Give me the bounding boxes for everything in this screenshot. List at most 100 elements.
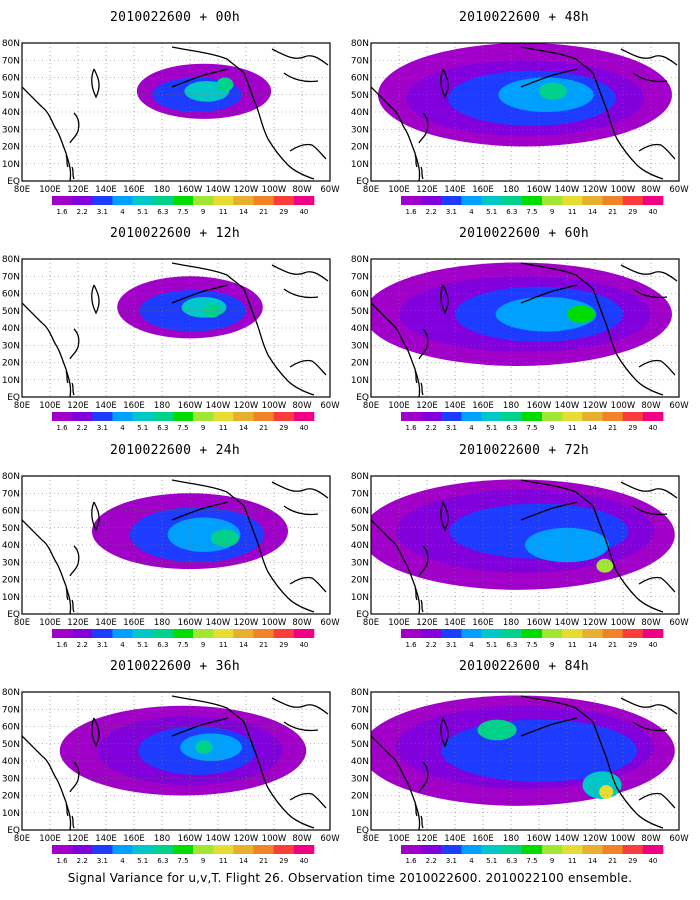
map-panel: EQ 10N 20N 30N 40N 50N 60N 70N 80N 80E 100E 120E 140… xyxy=(351,255,689,411)
lon-tick-label: 120W xyxy=(234,401,259,411)
lat-tick-label: 60N xyxy=(2,290,20,300)
coastline xyxy=(22,735,72,830)
colorbar-swatch xyxy=(72,629,93,638)
colorbar-swatch xyxy=(602,845,623,854)
colorbar: 1.6 2.2 3.1 4 5.1 6.3 7.5 9 11 14 21 29 40 xyxy=(401,412,664,432)
colorbar-swatch xyxy=(132,196,154,205)
lon-tick-label: 140W xyxy=(555,185,580,195)
lat-tick-label: 80N xyxy=(351,39,369,49)
colorbar-label: 7.5 xyxy=(177,208,188,216)
colorbar-swatch xyxy=(562,845,583,854)
coastline xyxy=(22,86,72,181)
colorbar-label: 9 xyxy=(201,208,205,216)
colorbar-swatch xyxy=(542,845,563,854)
colorbar-swatch xyxy=(152,196,174,205)
lon-tick-label: 160W xyxy=(178,834,203,844)
map-panel: EQ 10N 20N 30N 40N 50N 60N 70N 80N 80E 100E 120E 140… xyxy=(2,688,340,844)
colorbar-label: 7.5 xyxy=(526,641,537,649)
colorbar-swatch xyxy=(233,629,254,638)
variance-region xyxy=(181,296,227,318)
colorbar-swatch xyxy=(112,845,133,854)
colorbar-label: 2.2 xyxy=(77,424,88,432)
coastline xyxy=(69,328,80,360)
lat-tick-label: 30N xyxy=(2,558,20,568)
colorbar-swatch xyxy=(481,412,503,421)
colorbar: 1.6 2.2 3.1 4 5.1 6.3 7.5 9 11 14 21 29 40 xyxy=(52,412,315,432)
colorbar-label: 14 xyxy=(588,641,597,649)
lat-tick-label: 70N xyxy=(351,705,369,715)
lat-tick-label: 60N xyxy=(351,290,369,300)
coastline xyxy=(638,359,676,376)
panel-title: 2010022600 + 36h xyxy=(109,659,241,674)
coastline xyxy=(65,803,75,829)
colorbar-swatch xyxy=(461,845,482,854)
lat-tick-label: 50N xyxy=(351,524,369,534)
coastline xyxy=(171,262,245,304)
colorbar-swatch xyxy=(213,412,234,421)
variance-region xyxy=(599,785,614,799)
coastline xyxy=(91,68,100,99)
coastline xyxy=(414,370,424,396)
lon-tick-label: 120E xyxy=(67,401,89,411)
colorbar-swatch xyxy=(52,845,73,854)
lat-tick-label: 60N xyxy=(351,507,369,517)
colorbar-label: 7.5 xyxy=(177,641,188,649)
lon-tick-label: 180 xyxy=(503,618,519,628)
lon-tick-label: 80W xyxy=(292,401,312,411)
lat-tick-label: EQ xyxy=(356,177,369,187)
lon-tick-label: 140W xyxy=(206,401,231,411)
variance-region xyxy=(204,303,221,318)
colorbar-label: 3.1 xyxy=(97,857,108,865)
colorbar-swatch xyxy=(213,845,234,854)
colorbar-swatch xyxy=(401,196,422,205)
lon-tick-label: 80W xyxy=(641,185,661,195)
colorbar-label: 3.1 xyxy=(97,424,108,432)
coastline xyxy=(65,154,75,180)
lat-tick-label: 70N xyxy=(351,272,369,282)
panel-title: 2010022600 + 84h xyxy=(458,659,590,674)
colorbar-swatch xyxy=(481,196,503,205)
lon-tick-label: 160E xyxy=(472,834,494,844)
colorbar-swatch xyxy=(642,412,664,421)
lon-tick-label: 100W xyxy=(262,401,287,411)
colorbar-swatch xyxy=(72,845,93,854)
colorbar-swatch xyxy=(253,629,274,638)
lon-tick-label: 80E xyxy=(363,185,379,195)
variance-region xyxy=(477,719,517,741)
lat-tick-label: 50N xyxy=(2,307,20,317)
colorbar-swatch xyxy=(521,629,543,638)
panel-title: 2010022600 + 60h xyxy=(458,226,590,241)
coastline xyxy=(638,792,676,809)
colorbar-label: 14 xyxy=(588,424,597,432)
lon-tick-label: 160W xyxy=(178,185,203,195)
lat-tick-label: 40N xyxy=(2,541,20,551)
colorbar: 1.6 2.2 3.1 4 5.1 6.3 7.5 9 11 14 21 29 40 xyxy=(52,196,315,216)
lat-tick-label: 50N xyxy=(351,740,369,750)
colorbar-swatch xyxy=(501,629,523,638)
colorbar-swatch xyxy=(521,845,543,854)
lat-tick-label: 80N xyxy=(351,255,369,265)
colorbar-label: 1.6 xyxy=(57,424,69,432)
colorbar: 1.6 2.2 3.1 4 5.1 6.3 7.5 9 11 14 21 29 40 xyxy=(401,629,664,649)
colorbar-label: 3.1 xyxy=(446,208,457,216)
lat-tick-label: 10N xyxy=(351,160,369,170)
coastline xyxy=(289,576,327,593)
colorbar-label: 3.1 xyxy=(446,424,457,432)
lat-tick-label: 50N xyxy=(2,524,20,534)
lat-tick-label: 10N xyxy=(2,593,20,603)
lat-tick-label: 30N xyxy=(2,341,20,351)
colorbar-swatch xyxy=(602,412,623,421)
colorbar-label: 6.3 xyxy=(506,641,517,649)
colorbar-swatch xyxy=(401,412,422,421)
colorbar-swatch xyxy=(72,196,93,205)
colorbar-label: 21 xyxy=(608,857,617,865)
colorbar: 1.6 2.2 3.1 4 5.1 6.3 7.5 9 11 14 21 29 40 xyxy=(52,629,315,649)
colorbar-label: 21 xyxy=(608,424,617,432)
colorbar-swatch xyxy=(542,629,563,638)
colorbar-swatch xyxy=(233,196,254,205)
lon-tick-label: 160W xyxy=(178,618,203,628)
lon-tick-label: 80W xyxy=(292,618,312,628)
lat-tick-label: 20N xyxy=(351,143,369,153)
lat-tick-label: 30N xyxy=(351,558,369,568)
colorbar-swatch xyxy=(441,412,462,421)
